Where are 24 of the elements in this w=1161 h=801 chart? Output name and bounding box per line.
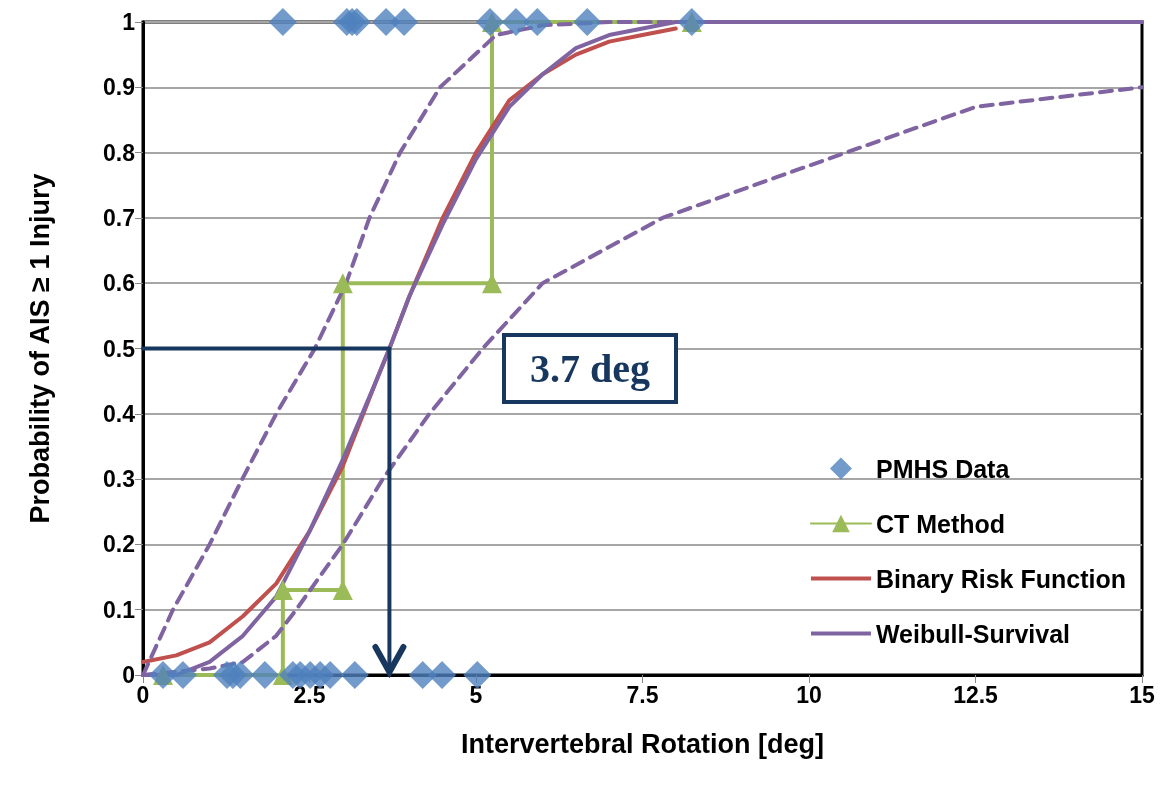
x-tick-label: 2.5 bbox=[293, 681, 326, 708]
x-tick-label: 5 bbox=[469, 681, 483, 708]
x-tick-label: 12.5 bbox=[953, 681, 999, 708]
y-tick-label: 0.9 bbox=[103, 74, 135, 101]
x-tick-label: 10 bbox=[796, 681, 822, 708]
y-tick-label: 0.4 bbox=[103, 400, 136, 427]
legend-label: Weibull-Survival bbox=[875, 619, 1070, 648]
y-tick-label: 0.1 bbox=[103, 596, 136, 623]
y-tick-label: 0.2 bbox=[103, 531, 135, 558]
y-tick-label: 0.5 bbox=[103, 335, 136, 362]
legend-label: CT Method bbox=[875, 509, 1006, 538]
y-axis-title: Probability of AIS ≥ 1 Injury bbox=[24, 173, 55, 524]
y-tick-label: 0.6 bbox=[103, 270, 135, 297]
annotation: 3.7 deg bbox=[502, 333, 678, 404]
legend-label: Binary Risk Function bbox=[875, 564, 1127, 593]
y-tick-label: 1 bbox=[122, 9, 136, 35]
x-tick-label: 15 bbox=[1129, 681, 1155, 708]
x-tick-label: 7.5 bbox=[626, 681, 659, 708]
y-tick-label: 0.7 bbox=[103, 204, 135, 231]
y-tick-label: 0 bbox=[122, 662, 135, 688]
legend-label: PMHS Data bbox=[875, 454, 1011, 483]
y-tick-label: 0.3 bbox=[103, 466, 135, 493]
y-tick-label: 0.8 bbox=[103, 139, 136, 166]
x-axis-title: Intervertebral Rotation [deg] bbox=[460, 728, 825, 759]
